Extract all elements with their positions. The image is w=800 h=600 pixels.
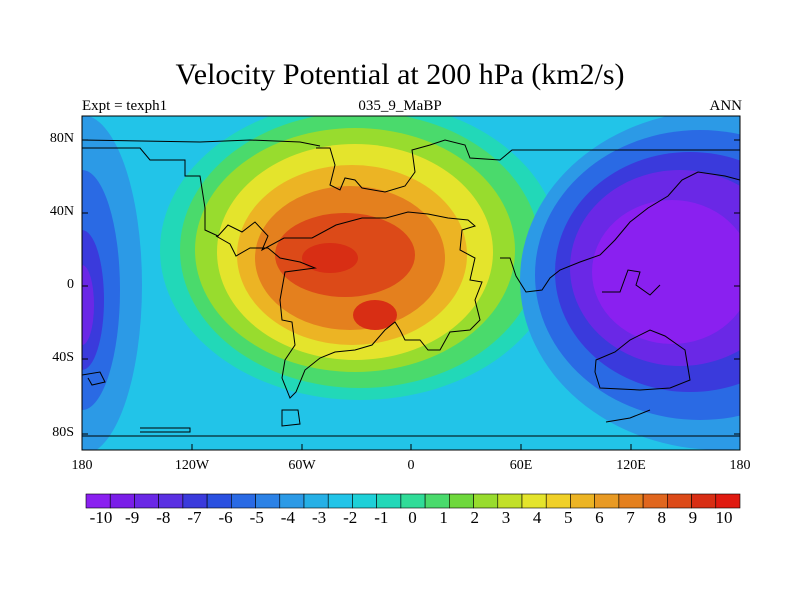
- colorbar-swatch: [594, 493, 620, 509]
- colorbar-swatch: [231, 493, 256, 509]
- colorbar-swatch: [376, 493, 402, 509]
- colorbar-swatch: [400, 493, 426, 509]
- colorbar-swatch: [255, 493, 281, 509]
- colorbar-label: -1: [374, 508, 389, 527]
- colorbar-label: 7: [626, 508, 635, 527]
- chart-title: Velocity Potential at 200 hPa (km2/s): [175, 58, 625, 91]
- colorbar-label: -2: [343, 508, 358, 527]
- x-tick-label: 180: [729, 458, 751, 473]
- colorbar-swatch: [715, 493, 741, 509]
- colorbar-swatch: [521, 493, 547, 509]
- colorbar-swatch: [691, 493, 717, 509]
- colorbar-label: 1: [439, 508, 448, 527]
- contour-field: [82, 116, 740, 450]
- colorbar-swatch: [497, 493, 523, 509]
- colorbar-swatch: [327, 493, 353, 509]
- colorbar-label: -6: [218, 508, 233, 527]
- x-tick-label: 60W: [288, 458, 316, 473]
- colorbar-label: -5: [249, 508, 264, 527]
- colorbar-label: 3: [501, 508, 511, 527]
- colorbar-label: 6: [595, 508, 604, 527]
- colorbar-swatch: [109, 493, 135, 509]
- colorbar-swatch: [667, 493, 692, 509]
- colorbar-swatch: [303, 493, 329, 509]
- colorbar-swatch: [570, 493, 595, 509]
- colorbar-swatch: [134, 493, 159, 509]
- colorbar-label: -10: [89, 508, 113, 527]
- x-tick-label: 120W: [174, 458, 210, 473]
- colorbar-swatch: [473, 493, 499, 509]
- colorbar: [85, 493, 741, 509]
- case-label: 035_9_MaBP: [358, 98, 442, 114]
- colorbar-swatch: [279, 493, 305, 509]
- colorbar-label: -4: [280, 508, 295, 527]
- colorbar-swatch: [642, 493, 668, 509]
- y-tick-label: 40S: [52, 350, 74, 365]
- colorbar-label: -3: [311, 508, 327, 527]
- colorbar-label: 9: [688, 508, 698, 527]
- experiment-label: Expt = texph1: [82, 98, 168, 114]
- colorbar-swatch: [158, 493, 184, 509]
- colorbar-swatch: [206, 493, 232, 509]
- colorbar-label: -9: [125, 508, 140, 527]
- colorbar-swatch: [449, 493, 474, 509]
- colorbar-swatch: [182, 493, 208, 509]
- colorbar-label: -8: [156, 508, 171, 527]
- colorbar-label: 0: [408, 508, 417, 527]
- colorbar-swatch: [424, 493, 450, 509]
- colorbar-swatch: [618, 493, 644, 509]
- colorbar-label: 10: [715, 508, 733, 527]
- y-tick-label: 80S: [52, 425, 74, 440]
- colorbar-label: 8: [657, 508, 666, 527]
- x-tick-label: 180: [71, 458, 93, 473]
- y-tick-label: 40N: [49, 204, 74, 219]
- x-tick-label: 0: [407, 458, 415, 473]
- colorbar-swatch: [85, 493, 111, 509]
- colorbar-label: 2: [470, 508, 480, 527]
- continent-outlines: [82, 139, 740, 437]
- colorbar-swatch: [545, 493, 571, 509]
- x-tick-label: 60E: [509, 458, 533, 473]
- colorbar-label: 4: [532, 508, 542, 527]
- y-tick-label: 80N: [49, 131, 74, 146]
- colorbar-label: 5: [564, 508, 573, 527]
- y-tick-label: 0: [67, 277, 74, 292]
- x-tick-label: 120E: [616, 458, 646, 473]
- season-label: ANN: [709, 98, 743, 114]
- colorbar-label: -7: [187, 508, 202, 527]
- colorbar-swatch: [352, 493, 377, 509]
